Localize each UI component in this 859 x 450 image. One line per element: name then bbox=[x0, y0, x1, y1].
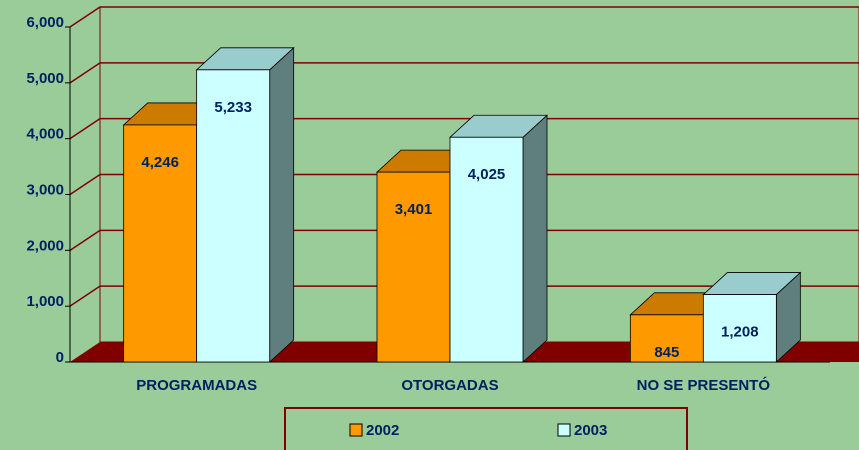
x-tick-label: NO SE PRESENTÓ bbox=[637, 376, 771, 394]
legend-label: 2003 bbox=[574, 422, 607, 439]
legend-swatch bbox=[349, 423, 363, 437]
bar bbox=[123, 124, 198, 363]
y-tick-label: 5,000 bbox=[26, 70, 64, 87]
value-label: 1,208 bbox=[721, 324, 759, 341]
grid-line bbox=[69, 62, 859, 84]
grid-line bbox=[69, 117, 859, 140]
legend-box bbox=[284, 407, 688, 450]
y-tick-label: 2,000 bbox=[26, 237, 64, 254]
bar bbox=[376, 171, 451, 363]
legend-swatch bbox=[557, 423, 571, 437]
y-tick-label: 1,000 bbox=[26, 293, 64, 310]
y-tick-label: 0 bbox=[56, 349, 64, 366]
x-tick-label: OTORGADAS bbox=[401, 377, 498, 394]
grid-line bbox=[69, 173, 859, 196]
y-tick-label: 6,000 bbox=[26, 14, 64, 31]
bar bbox=[702, 294, 777, 363]
bar bbox=[196, 69, 271, 363]
value-label: 5,233 bbox=[214, 99, 252, 116]
bar bbox=[449, 136, 524, 363]
bar-side bbox=[269, 46, 295, 363]
y-tick-label: 3,000 bbox=[26, 181, 64, 198]
grid-line bbox=[69, 285, 859, 307]
value-label: 845 bbox=[654, 344, 679, 361]
legend-label: 2002 bbox=[366, 422, 399, 439]
grid-line bbox=[69, 6, 859, 28]
value-label: 4,246 bbox=[141, 154, 179, 171]
y-tick-label: 4,000 bbox=[26, 126, 64, 143]
bar-side bbox=[522, 114, 548, 363]
value-label: 3,401 bbox=[395, 201, 433, 218]
grid-line bbox=[69, 229, 859, 251]
x-tick-label: PROGRAMADAS bbox=[136, 377, 257, 394]
value-label: 4,025 bbox=[468, 166, 506, 183]
bar bbox=[629, 314, 704, 363]
